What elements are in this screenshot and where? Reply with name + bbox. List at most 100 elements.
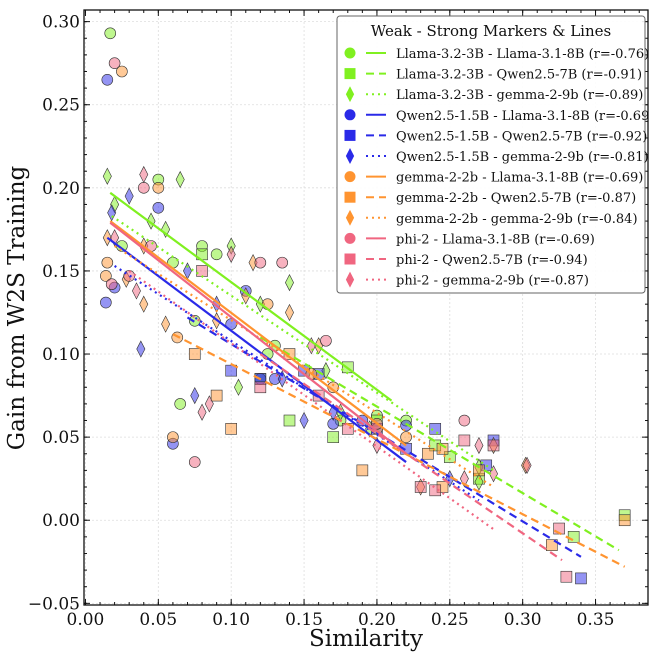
data-point [124,187,134,205]
legend-marker [344,191,356,203]
legend-marker [344,109,356,121]
data-point [254,381,267,394]
y-tick-label: −0.05 [28,594,80,614]
data-point [285,303,294,322]
legend-title: Weak - Strong Markers & Lines [371,22,611,40]
y-tick-label: 0.10 [42,345,80,365]
data-point [101,256,114,269]
fit-line [259,353,563,562]
data-point [567,531,580,543]
data-point [414,481,427,493]
data-point [102,167,112,185]
legend-marker [345,148,355,164]
y-axis-label: Gain from W2S Training [4,165,30,450]
y-tick-label: 0.05 [42,428,80,448]
data-point [188,456,201,468]
fit-line [172,333,626,568]
data-point [136,340,146,358]
y-tick-label: 0.25 [42,96,80,116]
data-point [197,403,207,421]
data-point [204,395,214,413]
legend-marker [344,68,356,80]
data-point [210,248,223,261]
x-tick-label: 0.10 [212,610,250,630]
data-point [210,389,223,402]
data-point [436,442,449,455]
legend-marker [344,129,356,141]
x-tick-label: 0.30 [504,610,542,630]
data-point [546,539,558,551]
y-tick-label: 0.30 [42,13,80,33]
legend-marker [345,86,355,103]
data-point [132,282,141,300]
data-point [241,287,251,305]
data-point [139,295,149,313]
axis-ticks: 0.00 0.05 0.10 0.15 0.20 0.25 0.30 0.35 −0.05 0.0… [28,10,648,630]
data-point [458,414,471,427]
legend-label: phi-2 - Qwen2.5-7B (r=-0.94) [396,253,588,268]
y-tick-label: 0.15 [42,262,80,282]
data-point [137,182,150,194]
legend-label: Llama-3.2-3B - Qwen2.5-7B (r=-0.91) [396,68,642,83]
data-point [618,514,631,527]
data-point [429,423,442,435]
data-point [107,204,117,222]
fit-lines [106,191,626,568]
data-point [100,296,112,309]
x-tick-label: 0.35 [577,610,615,630]
legend-label: Qwen2.5-1.5B - gemma-2-9b (r=-0.81) [396,150,649,165]
x-tick-label: 0.05 [139,610,177,630]
data-point [167,431,179,443]
x-axis-label: Similarity [309,626,423,652]
legend-label: Llama-3.2-3B - gemma-2-9b (r=-0.89) [396,88,643,103]
legend-box [336,15,646,294]
data-point [474,436,484,455]
data-point [196,265,208,277]
data-point [139,165,149,184]
data-point [356,464,369,477]
data-point [254,256,267,269]
data-point [276,256,289,269]
legend-marker [344,47,356,59]
data-point [175,170,185,189]
x-tick-label: 0.25 [431,610,469,630]
data-point [234,378,243,396]
data-point [225,423,237,435]
fit-line [109,221,407,455]
legend-label: gemma-2-2b - gemma-2-9b (r=-0.84) [396,212,638,227]
data-point [299,411,309,430]
legend-label: phi-2 - gemma-2-9b (r=-0.87) [396,274,589,289]
data-point [400,419,412,432]
data-point [108,57,121,69]
data-point [100,270,112,282]
data-point [327,431,340,443]
data-point [320,334,332,347]
fit-line [109,191,393,402]
data-point [575,572,587,585]
y-tick-label: 0.00 [42,511,80,531]
legend-label: gemma-2-2b - Qwen2.5-7B (r=-0.87) [396,191,636,206]
x-tick-label: 0.20 [358,610,396,630]
legend-label: gemma-2-2b - Llama-3.1-8B (r=-0.69) [396,171,643,186]
data-point [152,201,165,214]
data-point [188,348,201,360]
data-point [174,398,186,410]
data-point [285,273,294,292]
fit-line [128,270,496,532]
data-point [560,570,573,583]
legend-marker [345,271,355,288]
plot-frame [83,9,649,606]
data-point [458,434,471,447]
y-tick-label: 0.20 [42,179,80,199]
fit-line [106,236,407,463]
legend-label: Llama-3.2-3B - Llama-3.1-8B (r=-0.76) [396,47,649,62]
legend-label: phi-2 - Llama-3.1-8B (r=-0.69) [396,232,595,247]
fit-line [109,220,407,447]
fit-line [186,316,582,558]
x-tick-label: 0.15 [285,610,323,630]
legend-marker [344,232,356,244]
data-point [429,484,442,497]
data-point [487,439,500,452]
data-point [422,447,434,460]
